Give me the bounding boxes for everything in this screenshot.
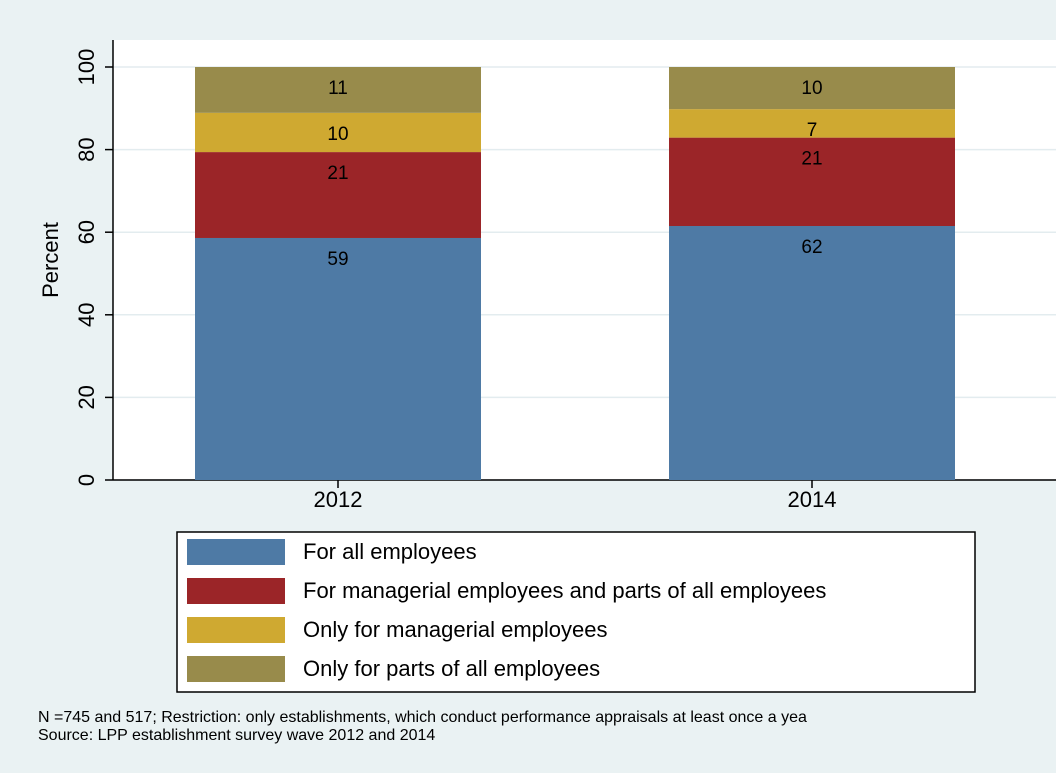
legend-swatch xyxy=(187,617,285,643)
y-tick-label: 60 xyxy=(74,220,99,244)
x-tick-label: 2014 xyxy=(788,487,837,512)
value-label: 62 xyxy=(801,237,822,258)
value-label: 10 xyxy=(801,78,822,99)
y-tick-label: 100 xyxy=(74,49,99,86)
bar-segment xyxy=(669,226,955,480)
bar-segment xyxy=(669,67,955,110)
y-tick-label: 20 xyxy=(74,385,99,409)
legend-label: For all employees xyxy=(303,539,477,564)
legend-swatch xyxy=(187,578,285,604)
bar-segment xyxy=(195,237,481,480)
legend-swatch xyxy=(187,539,285,565)
bar-segment xyxy=(669,137,955,227)
bar-segment xyxy=(195,67,481,113)
note: Source: LPP establishment survey wave 20… xyxy=(38,727,435,744)
legend-label: Only for parts of all employees xyxy=(303,656,600,681)
legend-swatch xyxy=(187,656,285,682)
value-label: 10 xyxy=(327,124,348,145)
y-axis-label: Percent xyxy=(38,222,63,298)
legend-label: Only for managerial employees xyxy=(303,617,607,642)
legend-label: For managerial employees and parts of al… xyxy=(303,578,826,603)
value-label: 59 xyxy=(327,249,348,270)
legend xyxy=(176,531,976,693)
y-tick-label: 0 xyxy=(74,474,99,486)
value-label: 7 xyxy=(807,120,818,141)
value-label: 11 xyxy=(328,78,348,99)
x-tick-label: 2012 xyxy=(314,487,363,512)
y-tick-label: 80 xyxy=(74,137,99,161)
bar-segment xyxy=(195,112,481,153)
y-tick-label: 40 xyxy=(74,303,99,327)
value-label: 21 xyxy=(327,163,348,184)
value-label: 21 xyxy=(801,149,822,170)
bar-segment xyxy=(669,109,955,138)
note: N =745 and 517; Restriction: only establ… xyxy=(38,709,807,726)
bar-segment xyxy=(195,152,481,238)
